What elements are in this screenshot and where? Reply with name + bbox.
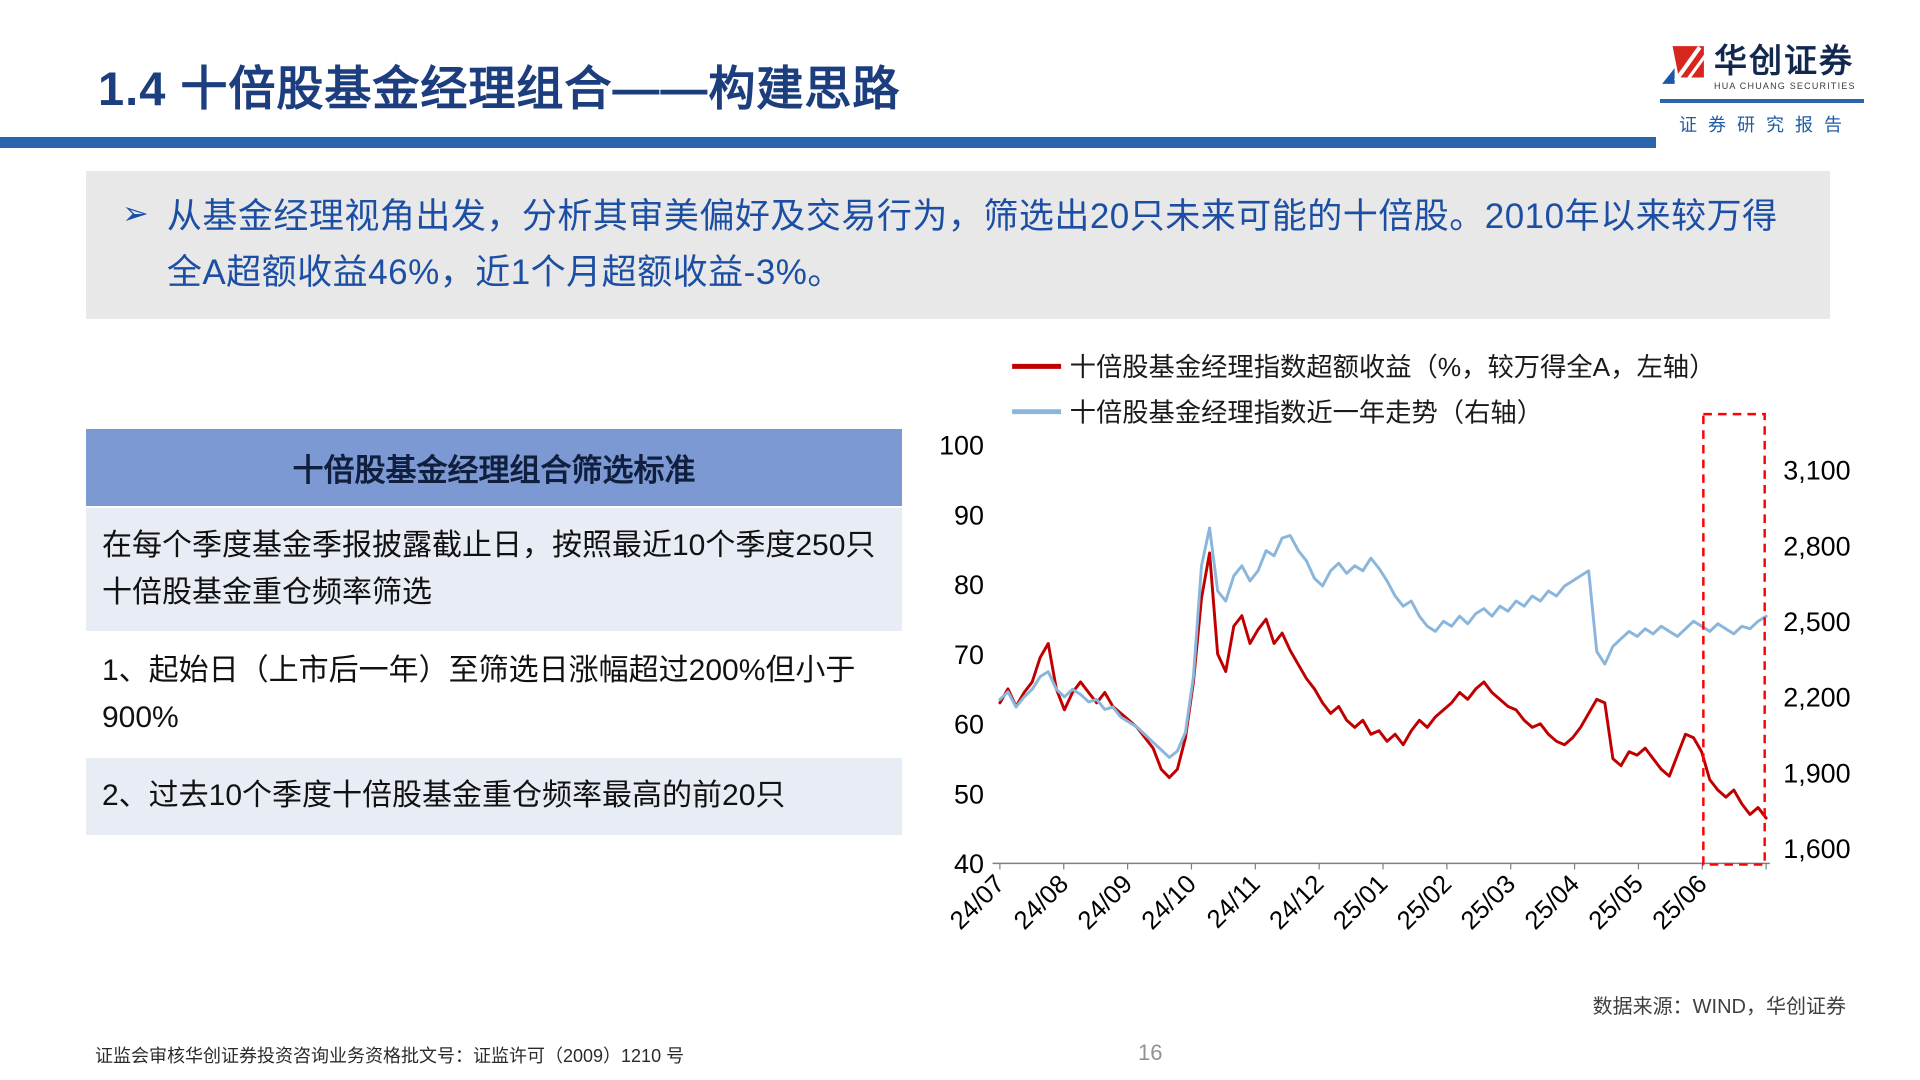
left-axis-tick: 70 <box>954 640 984 670</box>
arrow-bullet-icon: ➢ <box>122 195 149 231</box>
x-axis-tick: 25/04 <box>1520 870 1585 935</box>
right-axis-tick: 1,600 <box>1783 834 1850 864</box>
x-axis-tick: 24/10 <box>1137 870 1202 935</box>
left-axis-tick: 40 <box>954 849 984 879</box>
right-axis-tick: 3,100 <box>1783 456 1850 486</box>
left-axis-tick: 60 <box>954 710 984 740</box>
x-axis-tick: 24/09 <box>1073 870 1138 935</box>
brand-name-en: HUA CHUANG SECURITIES <box>1714 80 1856 91</box>
x-axis-tick: 25/05 <box>1584 870 1649 935</box>
criteria-row: 在每个季度基金季报披露截止日，按照最近10个季度250只十倍股基金重仓频率筛选 <box>86 506 902 631</box>
legend-label: 十倍股基金经理指数近一年走势（右轴） <box>1070 397 1543 427</box>
right-axis-tick: 2,800 <box>1783 531 1850 561</box>
chart-legend: 十倍股基金经理指数超额收益（%，较万得全A，左轴） 十倍股基金经理指数近一年走势（… <box>1012 352 1715 427</box>
brand-row: 华创证券 HUA CHUANG SECURITIES <box>1660 42 1864 91</box>
brand-block: 华创证券 HUA CHUANG SECURITIES 证 券 研 究 报 告 <box>1660 42 1864 137</box>
legend-label: 十倍股基金经理指数超额收益（%，较万得全A，左轴） <box>1070 352 1716 382</box>
criteria-row: 1、起始日（上市后一年）至筛选日涨幅超过200%但小于900% <box>86 631 902 756</box>
criteria-table-header: 十倍股基金经理组合筛选标准 <box>86 429 902 506</box>
x-axis-tick: 25/03 <box>1456 870 1521 935</box>
brand-divider <box>1660 99 1864 104</box>
x-axis-tick: 24/07 <box>945 870 1010 935</box>
header-rule <box>0 137 1656 148</box>
left-axis-tick: 90 <box>954 500 984 530</box>
recent-period-highlight <box>1702 412 1766 866</box>
series-line-1 <box>998 526 1768 759</box>
criteria-table: 十倍股基金经理组合筛选标准 在每个季度基金季报披露截止日，按照最近10个季度25… <box>86 429 902 835</box>
performance-chart: 100 90 80 70 60 50 40 3,100 2,800 2,500 2,200 1,900… <box>939 352 1851 935</box>
brand-name: 华创证券 <box>1714 42 1854 79</box>
brand-texts: 华创证券 HUA CHUANG SECURITIES <box>1714 42 1856 91</box>
page-number: 16 <box>1138 1040 1163 1065</box>
data-source: 数据来源：WIND，华创证券 <box>1592 996 1846 1018</box>
right-axis-tick: 2,200 <box>1783 683 1850 713</box>
x-axis-tick: 25/01 <box>1328 870 1393 935</box>
x-axis-tick: 24/08 <box>1009 870 1074 935</box>
right-axis-tick: 2,500 <box>1783 607 1850 637</box>
x-axis-tick: 24/11 <box>1202 870 1266 934</box>
page-title: 1.4 十倍股基金经理组合——构建思路 <box>98 62 901 115</box>
left-axis-tick: 50 <box>954 779 984 809</box>
x-axis-tick: 25/02 <box>1392 870 1457 935</box>
brand-tagline: 证 券 研 究 报 告 <box>1678 115 1845 136</box>
left-axis-tick: 100 <box>939 431 984 461</box>
left-axis-tick: 80 <box>954 570 984 600</box>
criteria-row: 2、过去10个季度十倍股基金重仓频率最高的前20只 <box>86 756 902 835</box>
summary-callout: ➢ 从基金经理视角出发，分析其审美偏好及交易行为，筛选出20只未来可能的十倍股。… <box>86 171 1830 319</box>
x-axis-tick: 25/06 <box>1647 870 1712 935</box>
right-axis-tick: 1,900 <box>1783 758 1850 788</box>
x-axis-tick: 24/12 <box>1264 870 1329 935</box>
compliance-note: 证监会审核华创证券投资咨询业务资格批文号：证监许可（2009）1210 号 <box>95 1046 685 1066</box>
summary-text: 从基金经理视角出发，分析其审美偏好及交易行为，筛选出20只未来可能的十倍股。20… <box>166 197 1778 292</box>
huachuang-logo-icon <box>1660 44 1708 91</box>
series-line-0 <box>998 551 1768 820</box>
